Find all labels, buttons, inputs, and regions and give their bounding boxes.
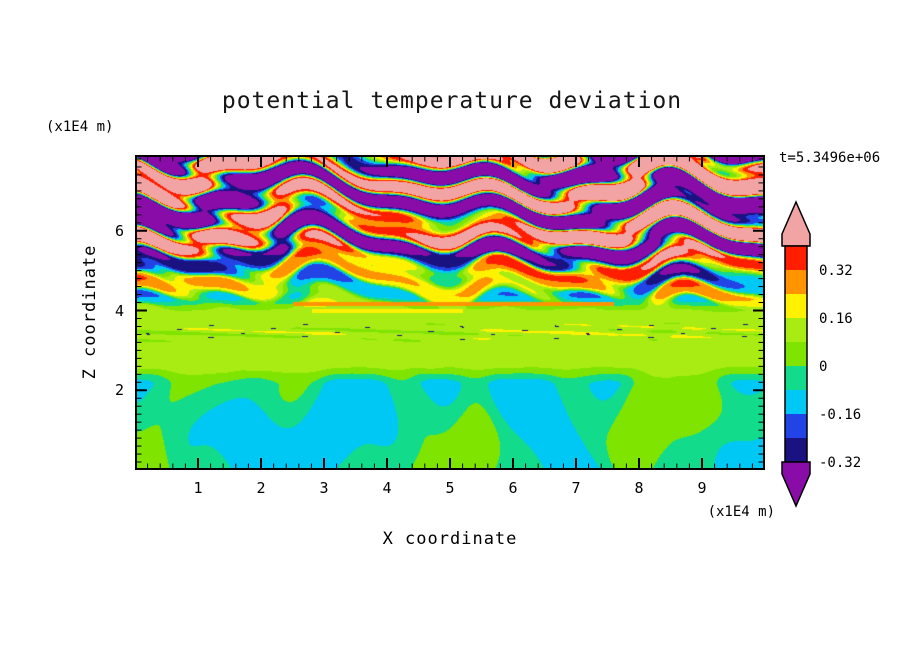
time-annotation: t=5.3496e+06 — [779, 150, 881, 166]
colorbar-tick-label: 0.16 — [819, 311, 853, 327]
colorbar-band-red — [785, 246, 807, 270]
plot-area — [135, 155, 765, 470]
colorbar-band-blue — [785, 414, 807, 438]
x-tick-label: 1 — [193, 479, 203, 497]
colorbar-band-green — [785, 342, 807, 366]
y-tick-label: 2 — [114, 381, 124, 400]
x-axis-label: X coordinate — [382, 529, 518, 549]
colorbar-tick-label: -0.16 — [819, 407, 861, 423]
y-tick-label: 4 — [114, 301, 124, 320]
x-tick-label: 3 — [319, 479, 329, 497]
colorbar-band-yellow-green — [785, 318, 807, 342]
colorbar-band-navy — [785, 438, 807, 462]
x-tick-label: 9 — [697, 479, 707, 497]
plot-border — [135, 155, 765, 470]
colorbar-band-orange — [785, 270, 807, 294]
chart-title: potential temperature deviation — [221, 88, 683, 114]
y-tick-label: 6 — [114, 221, 124, 240]
colorbar-over-arrow — [781, 200, 811, 247]
contour-field-canvas — [135, 155, 765, 470]
x-tick-label: 7 — [571, 479, 581, 497]
colorbar-band-spring-green — [785, 366, 807, 390]
x-tick-label: 6 — [508, 479, 518, 497]
x-axis-unit-label: (x1E4 m) — [707, 504, 775, 520]
colorbar-tick-label: 0.32 — [819, 263, 853, 279]
x-tick-label: 5 — [445, 479, 455, 497]
y-axis-label: Z coordinate — [80, 244, 100, 380]
colorbar-band-cyan — [785, 390, 807, 414]
x-tick-label: 2 — [256, 479, 266, 497]
y-axis-unit-label: (x1E4 m) — [46, 119, 114, 135]
colorbar-band-yellow — [785, 294, 807, 318]
x-tick-label: 4 — [382, 479, 392, 497]
plot-frame — [135, 155, 765, 470]
colorbar-tick-label: -0.32 — [819, 455, 861, 471]
colorbar: 0.32 0.16 0 -0.16 -0.32 — [781, 200, 861, 508]
colorbar-tick-label: 0 — [819, 359, 827, 375]
colorbar-under-arrow — [781, 461, 811, 508]
x-tick-label: 8 — [634, 479, 644, 497]
